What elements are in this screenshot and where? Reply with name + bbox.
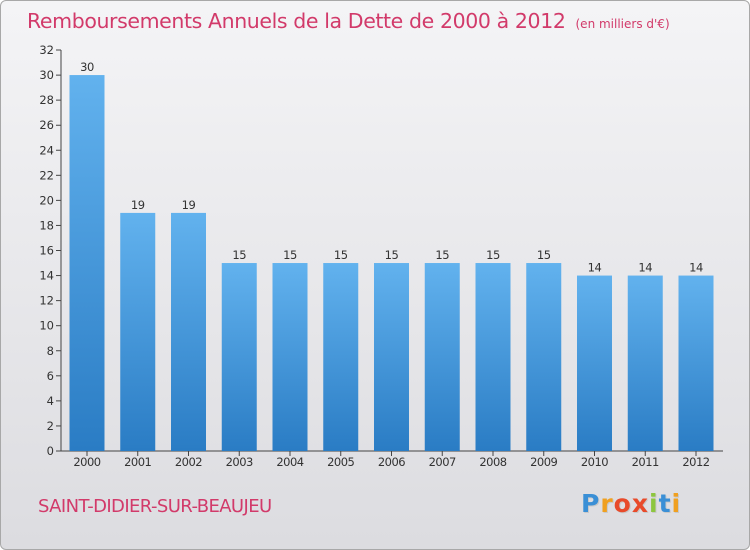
x-tick-label: 2006: [378, 455, 405, 469]
title-unit: (en milliers d'€): [575, 17, 670, 31]
bar: [221, 263, 257, 451]
bar-value-label: 19: [131, 198, 145, 212]
x-tick-label: 2007: [429, 455, 456, 469]
bar-value-label: 15: [537, 248, 551, 262]
y-tick-label: 16: [39, 244, 54, 258]
x-tick-label: 2011: [632, 455, 659, 469]
bar: [120, 212, 156, 451]
bar: [678, 275, 714, 451]
logo-letter: t: [658, 489, 672, 518]
bar: [627, 275, 663, 451]
y-tick-label: 4: [47, 394, 54, 408]
bar: [577, 275, 612, 451]
bar-value-label: 30: [80, 60, 94, 74]
bar-value-label: 14: [638, 261, 652, 275]
bar-value-label: 15: [334, 248, 348, 262]
bar: [171, 212, 206, 451]
logo-letter: o: [613, 489, 632, 518]
bar-value-label: 15: [435, 248, 449, 262]
y-tick-label: 20: [39, 193, 54, 207]
y-tick-label: 24: [39, 143, 54, 157]
chart-title: Remboursements Annuels de la Dette de 20…: [27, 9, 670, 33]
bar: [374, 263, 409, 451]
bar: [323, 263, 359, 451]
y-tick-label: 22: [39, 168, 54, 182]
x-tick-label: 2012: [682, 455, 709, 469]
x-tick-label: 2000: [73, 455, 100, 469]
y-tick-label: 12: [39, 294, 54, 308]
commune-name: SAINT-DIDIER-SUR-BEAUJEU: [38, 496, 272, 517]
logo-letter: i: [671, 489, 682, 518]
x-tick-label: 2002: [175, 455, 202, 469]
bar-value-label: 15: [385, 248, 399, 262]
x-tick-label: 2001: [124, 455, 151, 469]
proxiti-logo: Proxiti: [581, 489, 681, 518]
bar: [475, 263, 511, 451]
y-tick-label: 8: [47, 344, 54, 358]
x-tick-label: 2005: [327, 455, 354, 469]
logo-letter: i: [649, 489, 659, 518]
bar: [424, 263, 460, 451]
x-tick-label: 2008: [479, 455, 506, 469]
bar-value-label: 14: [588, 261, 602, 275]
x-tick-label: 2009: [530, 455, 557, 469]
logo-letter: P: [581, 489, 601, 518]
y-tick-label: 32: [39, 43, 54, 57]
y-tick-label: 14: [39, 269, 54, 283]
y-tick-label: 2: [47, 419, 54, 433]
title-text: Remboursements Annuels de la Dette de 20…: [27, 9, 566, 33]
y-tick-label: 10: [39, 319, 54, 333]
bar-value-label: 15: [283, 248, 297, 262]
x-tick-label: 2004: [276, 455, 303, 469]
logo-letter: r: [600, 489, 614, 518]
bar-value-label: 15: [486, 248, 500, 262]
x-tick-label: 2003: [226, 455, 253, 469]
bar-value-label: 14: [689, 261, 703, 275]
y-tick-label: 18: [39, 218, 54, 232]
y-tick-label: 26: [39, 118, 54, 132]
x-tick-label: 2010: [581, 455, 608, 469]
y-tick-label: 30: [39, 68, 54, 82]
y-tick-label: 0: [47, 444, 54, 458]
y-tick-label: 28: [39, 93, 54, 107]
bar-value-label: 15: [232, 248, 246, 262]
y-tick-label: 6: [47, 369, 54, 383]
bar: [69, 75, 105, 451]
logo-letter: x: [631, 489, 649, 518]
bar: [526, 263, 562, 451]
bar-value-label: 19: [182, 198, 196, 212]
bar: [272, 263, 308, 451]
